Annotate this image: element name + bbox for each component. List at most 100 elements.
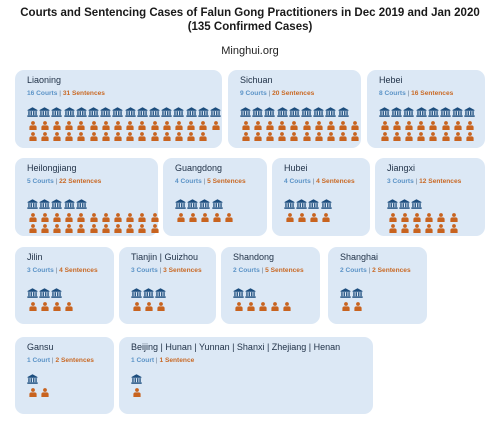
person-icon xyxy=(102,209,110,222)
person-icon xyxy=(388,220,397,233)
person-icon xyxy=(302,117,311,130)
region-card: Sichuan 9 Courts | 20 Sentences xyxy=(228,70,361,148)
court-icon xyxy=(51,196,63,209)
region-card: Tianjin | Guizhou 3 Courts | 3 Sentences xyxy=(119,247,216,324)
person-icon xyxy=(126,128,134,141)
source-label: Minghui.org xyxy=(221,45,279,57)
court-icon xyxy=(27,285,38,298)
court-icon xyxy=(124,104,136,117)
region-card: Hubei 4 Courts | 4 Sentences xyxy=(272,158,370,236)
person-icon xyxy=(77,117,85,130)
person-icon xyxy=(114,117,122,130)
person-icon xyxy=(449,209,458,222)
court-icon xyxy=(352,285,363,298)
court-icon xyxy=(27,371,38,384)
court-icon xyxy=(76,104,87,117)
courts-count-label: 4 Courts xyxy=(175,178,202,185)
sentences-count-label: 3 Sentences xyxy=(163,267,202,274)
court-icon xyxy=(39,285,50,298)
court-icon xyxy=(211,196,223,209)
person-icon xyxy=(466,128,474,141)
person-icon xyxy=(126,117,134,130)
court-icon xyxy=(185,104,197,117)
person-icon xyxy=(41,298,49,311)
person-icon xyxy=(405,117,413,130)
person-icon xyxy=(163,117,171,130)
court-icon xyxy=(387,196,398,209)
person-icon xyxy=(425,220,433,233)
person-icon xyxy=(199,117,207,130)
region-name: Jiangxi xyxy=(387,163,416,173)
person-icon xyxy=(138,220,146,233)
sentences-count-label: 2 Sentences xyxy=(55,357,94,364)
court-icon xyxy=(415,104,427,117)
region-name: Guangdong xyxy=(175,163,223,173)
court-icon xyxy=(379,104,390,117)
person-icon xyxy=(454,117,462,130)
person-icon xyxy=(315,128,323,141)
person-icon xyxy=(102,128,110,141)
stats-separator: | xyxy=(405,90,412,97)
person-icon xyxy=(89,128,98,141)
court-icon xyxy=(325,104,337,117)
courts-count-label: 16 Courts xyxy=(27,90,58,97)
court-icon xyxy=(313,104,324,117)
sentences-count-label: 5 Sentences xyxy=(207,178,246,185)
person-icon xyxy=(354,298,362,311)
person-icon xyxy=(266,128,274,141)
person-icon xyxy=(28,117,37,130)
region-name: Jilin xyxy=(27,252,43,262)
court-icon xyxy=(51,285,63,298)
courts-count-label: 2 Courts xyxy=(233,267,260,274)
person-icon xyxy=(138,128,146,141)
person-icon xyxy=(266,117,274,130)
person-icon xyxy=(53,209,61,222)
person-icon xyxy=(53,220,61,233)
person-icon xyxy=(41,384,49,397)
court-icon xyxy=(137,104,148,117)
person-icon xyxy=(77,220,85,233)
stats-separator: | xyxy=(266,90,273,97)
court-icon xyxy=(296,196,307,209)
region-stats: 2 Courts | 2 Sentences xyxy=(340,267,411,274)
person-icon xyxy=(315,117,323,130)
court-icon xyxy=(27,104,38,117)
person-icon xyxy=(189,209,197,222)
person-icon xyxy=(254,117,262,130)
person-icon xyxy=(441,128,450,141)
region-stats: 4 Courts | 5 Sentences xyxy=(175,178,246,185)
person-icon xyxy=(150,220,159,233)
sentences-count-label: 22 Sentences xyxy=(59,178,102,185)
person-icon xyxy=(150,117,159,130)
person-icon xyxy=(283,298,291,311)
person-icon xyxy=(322,209,330,222)
person-icon xyxy=(327,128,335,141)
person-icon xyxy=(441,117,450,130)
person-icon xyxy=(405,128,413,141)
person-icon xyxy=(77,209,85,222)
region-card: Guangdong 4 Courts | 5 Sentences xyxy=(163,158,267,236)
person-icon xyxy=(254,128,262,141)
person-icon xyxy=(454,128,462,141)
person-icon xyxy=(298,209,306,222)
court-icon xyxy=(175,196,186,209)
region-card: Jilin 3 Courts | 4 Sentences xyxy=(15,247,114,324)
court-icon xyxy=(301,104,312,117)
person-icon xyxy=(290,117,298,130)
person-icon xyxy=(89,117,98,130)
court-icon xyxy=(27,196,38,209)
person-icon xyxy=(278,128,286,141)
region-card: Heilongjiang 5 Courts | 22 Sentences xyxy=(15,158,159,236)
region-stats: 16 Courts | 31 Sentences xyxy=(27,90,105,97)
person-icon xyxy=(241,117,250,130)
person-icon xyxy=(41,128,49,141)
region-card: Hebei 8 Courts | 16 Sentences xyxy=(367,70,485,148)
court-icon xyxy=(440,104,451,117)
courts-count-label: 2 Courts xyxy=(340,267,367,274)
sentences-count-label: 5 Sentences xyxy=(265,267,304,274)
person-icon xyxy=(114,128,122,141)
person-icon xyxy=(241,128,250,141)
person-icon xyxy=(339,117,347,130)
court-icon xyxy=(308,196,320,209)
person-icon xyxy=(466,117,474,130)
